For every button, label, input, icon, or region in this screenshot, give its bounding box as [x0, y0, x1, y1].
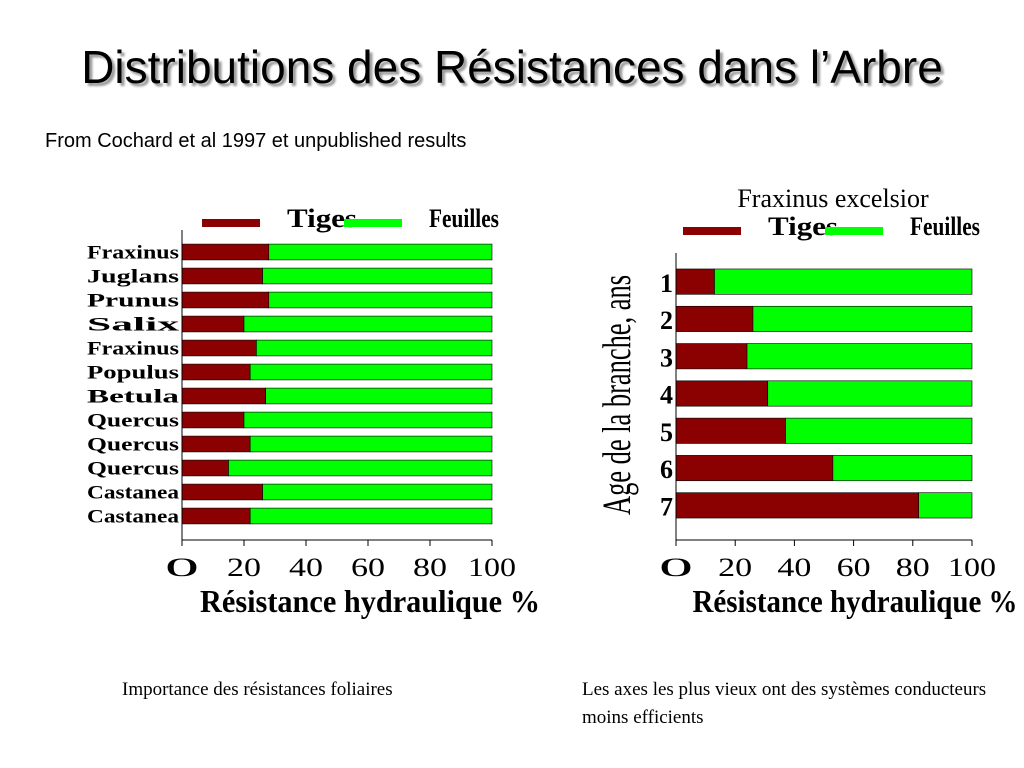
x-tick-label-4: 80 — [413, 553, 447, 582]
x-axis-label: Résistance hydraulique % — [693, 583, 1018, 619]
legend-label-1: Feuilles — [910, 212, 980, 241]
bar-tiges-1 — [675, 305, 754, 332]
chart-title: Fraxinus excelsior — [737, 185, 929, 213]
bar-feuilles-10 — [262, 483, 493, 501]
bar-tiges-3 — [181, 315, 245, 333]
category-label-10: Castanea — [87, 482, 180, 503]
bar-tiges-7 — [181, 411, 245, 429]
bar-feuilles-8 — [249, 435, 493, 453]
bar-feuilles-6 — [265, 387, 493, 405]
bar-tiges-4 — [181, 339, 257, 357]
bar-feuilles-3 — [767, 380, 973, 407]
x-tick-label-2: 40 — [289, 553, 323, 582]
bar-tiges-0 — [181, 243, 270, 261]
bar-feuilles-4 — [785, 417, 973, 444]
category-label-7: Quercus — [87, 410, 179, 431]
x-axis-label: Résistance hydraulique % — [200, 583, 540, 619]
bar-feuilles-11 — [249, 507, 493, 525]
bar-feuilles-0 — [714, 268, 973, 295]
category-label-9: Quercus — [87, 458, 179, 479]
y-axis-label: Age de la branche, ans — [594, 275, 639, 515]
bar-feuilles-4 — [256, 339, 493, 357]
bar-feuilles-5 — [249, 363, 493, 381]
caption-old-axes: Les axes les plus vieux ont des systèmes… — [582, 679, 987, 728]
bar-tiges-10 — [181, 483, 263, 501]
category-label-4: 5 — [660, 418, 673, 447]
x-tick-label-3: 60 — [837, 553, 871, 582]
bar-tiges-6 — [181, 387, 266, 405]
bar-feuilles-3 — [243, 315, 493, 333]
x-tick-label-2: 40 — [777, 553, 811, 582]
category-label-8: Quercus — [87, 434, 179, 455]
bar-tiges-5 — [181, 363, 251, 381]
bar-tiges-6 — [675, 492, 920, 519]
category-label-11: Castanea — [87, 506, 180, 527]
slide-title: Distributions des Résistances dans l’Arb… — [81, 41, 943, 93]
caption-leaf-resistance: Importance des résistances foliaires — [122, 679, 393, 700]
x-tick-label-5: 100 — [468, 553, 516, 582]
category-label-0: 1 — [660, 269, 673, 298]
bar-feuilles-0 — [268, 243, 493, 261]
legend-label-0: Tiges — [768, 212, 838, 241]
bar-feuilles-2 — [746, 343, 973, 370]
slide-subtitle: From Cochard et al 1997 et unpublished r… — [45, 130, 467, 152]
bar-tiges-2 — [181, 291, 270, 309]
category-label-5: 6 — [660, 455, 673, 484]
category-label-1: Juglans — [87, 266, 179, 287]
legend-swatch-0 — [202, 219, 260, 227]
bar-feuilles-2 — [268, 291, 493, 309]
category-label-4: Fraxinus — [87, 338, 179, 359]
bar-tiges-4 — [675, 417, 786, 444]
category-label-6: 7 — [660, 492, 673, 521]
bar-tiges-5 — [675, 455, 834, 482]
bar-feuilles-7 — [243, 411, 493, 429]
legend-swatch-1 — [825, 227, 883, 235]
legend-label-0: Tiges — [287, 204, 357, 233]
x-tick-label-0: 0 — [659, 553, 693, 582]
bar-feuilles-9 — [228, 459, 493, 477]
bar-tiges-1 — [181, 267, 263, 285]
category-label-2: Prunus — [87, 290, 179, 311]
x-tick-label-4: 80 — [896, 553, 930, 582]
bar-tiges-8 — [181, 435, 251, 453]
bar-feuilles-1 — [262, 267, 493, 285]
bar-tiges-11 — [181, 507, 251, 525]
bar-tiges-3 — [675, 380, 769, 407]
category-label-5: Populus — [87, 362, 179, 383]
category-label-0: Fraxinus — [87, 242, 179, 263]
bar-feuilles-1 — [752, 305, 973, 332]
category-label-6: Betula — [87, 386, 180, 407]
x-tick-label-1: 20 — [227, 553, 261, 582]
x-tick-label-1: 20 — [718, 553, 752, 582]
category-label-3: Salix — [87, 314, 180, 335]
category-label-1: 2 — [660, 306, 673, 335]
bar-feuilles-5 — [832, 455, 973, 482]
x-tick-label-0: 0 — [165, 553, 199, 582]
x-tick-label-5: 100 — [948, 553, 996, 582]
bar-tiges-0 — [675, 268, 715, 295]
x-tick-label-3: 60 — [351, 553, 385, 582]
legend-swatch-1 — [344, 219, 402, 227]
category-label-2: 3 — [660, 343, 673, 372]
legend-swatch-0 — [683, 227, 741, 235]
bar-tiges-2 — [675, 343, 748, 370]
legend-label-1: Feuilles — [429, 204, 499, 233]
category-label-3: 4 — [660, 381, 673, 410]
bar-feuilles-6 — [918, 492, 973, 519]
bar-tiges-9 — [181, 459, 229, 477]
species-resistance-chart: Tiges Feuilles Fraxinus Juglans Prunus Salix F… — [87, 204, 540, 619]
